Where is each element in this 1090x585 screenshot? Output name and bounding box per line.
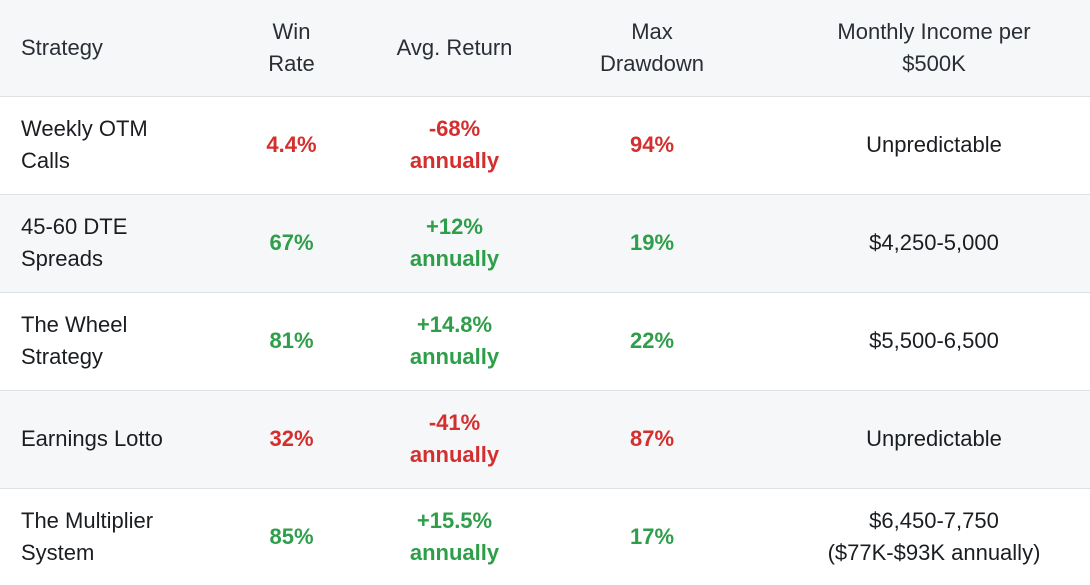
header-monthly-income: Monthly Income per $500K (778, 0, 1090, 97)
cell-monthly-income-line: $6,450-7,750 (869, 507, 999, 533)
table-row: Weekly OTM Calls 4.4% -68% annually 94% Unpred… (0, 96, 1090, 194)
cell-avg-return-line: +15.5% (416, 507, 493, 533)
cell-strategy-line: 45-60 DTE (21, 214, 128, 239)
cell-max-drawdown: 19% (629, 230, 675, 255)
cell-monthly-income-line: Unpredictable (866, 132, 1002, 157)
cell-strategy-line: System (21, 539, 95, 565)
cell-avg-return-line: annually (409, 442, 500, 467)
cell-avg-return: -41% annually (383, 390, 526, 488)
cell-avg-return-line: annually (409, 344, 500, 369)
cell-win-rate: 81% (269, 328, 314, 353)
cell-avg-return: +15.5% annually (383, 488, 526, 585)
header-max-drawdown-line: Max (631, 18, 673, 44)
cell-monthly-income-line: Unpredictable (866, 426, 1002, 451)
cell-monthly-income: $4,250-5,000 (778, 194, 1090, 292)
cell-avg-return-line: annually (409, 539, 500, 565)
header-max-drawdown-line: Drawdown (600, 50, 704, 76)
cell-avg-return-line: +12% (426, 214, 483, 239)
header-monthly-income-line: Monthly Income per (837, 18, 1031, 44)
header-win-rate: Win Rate (200, 0, 383, 97)
cell-avg-return: -68% annually (383, 96, 526, 194)
cell-strategy: The Multiplier System (0, 488, 200, 585)
cell-win-rate: 32% (269, 426, 314, 451)
cell-avg-return-line: +14.8% (416, 312, 493, 337)
cell-avg-return: +12% annually (383, 194, 526, 292)
cell-strategy-line: Weekly OTM (21, 116, 148, 141)
cell-strategy: 45-60 DTE Spreads (0, 194, 200, 292)
table-row: Earnings Lotto 32% -41% annually 87% Unpredic… (0, 390, 1090, 488)
cell-win-rate: 85% (269, 523, 314, 549)
cell-monthly-income: $6,450-7,750 ($77K-$93K annually) (778, 488, 1090, 585)
cell-win-rate: 4.4% (266, 132, 317, 157)
table-row: 45-60 DTE Spreads 67% +12% annually 19% $4,250… (0, 194, 1090, 292)
header-win-rate-line: Rate (268, 50, 315, 76)
cell-avg-return-line: -68% (428, 116, 481, 141)
cell-strategy: Earnings Lotto (0, 390, 200, 488)
cell-monthly-income: Unpredictable (778, 390, 1090, 488)
header-avg-return: Avg. Return (383, 0, 526, 97)
cell-monthly-income-line: ($77K-$93K annually) (827, 539, 1041, 565)
header-strategy: Strategy (0, 0, 200, 97)
cell-strategy: The Wheel Strategy (0, 292, 200, 390)
cell-strategy-line: Calls (21, 148, 70, 173)
header-row: Strategy Win Rate Avg. Return Max Drawdo… (0, 0, 1090, 97)
cell-monthly-income: Unpredictable (778, 96, 1090, 194)
cell-avg-return-line: annually (409, 148, 500, 173)
cell-max-drawdown: 17% (629, 523, 675, 549)
cell-avg-return: +14.8% annually (383, 292, 526, 390)
table-body: Weekly OTM Calls 4.4% -68% annually 94% Unpred… (0, 96, 1090, 585)
header-win-rate-line: Win (272, 18, 311, 44)
table-row: The Multiplier System 85% +15.5% annually 17%… (0, 488, 1090, 585)
cell-max-drawdown: 22% (629, 328, 675, 353)
cell-max-drawdown: 87% (629, 426, 675, 451)
table-row: The Wheel Strategy 81% +14.8% annually 22% $5,… (0, 292, 1090, 390)
cell-strategy-line: The Wheel (21, 312, 128, 337)
cell-win-rate: 67% (269, 230, 314, 255)
cell-strategy-line: Spreads (21, 246, 103, 271)
cell-strategy-line: Earnings Lotto (21, 426, 163, 451)
cell-strategy-line: Strategy (21, 344, 103, 369)
cell-monthly-income-line: $4,250-5,000 (869, 230, 999, 255)
cell-avg-return-line: annually (409, 246, 500, 271)
cell-monthly-income-line: $5,500-6,500 (869, 328, 999, 353)
table-header: Strategy Win Rate Avg. Return Max Drawdo… (0, 0, 1090, 97)
cell-monthly-income: $5,500-6,500 (778, 292, 1090, 390)
header-max-drawdown: Max Drawdown (526, 0, 778, 97)
cell-max-drawdown: 94% (629, 132, 675, 157)
cell-strategy: Weekly OTM Calls (0, 96, 200, 194)
cell-avg-return-line: -41% (428, 410, 481, 435)
header-monthly-income-line: $500K (902, 50, 966, 76)
cell-strategy-line: The Multiplier (21, 507, 154, 533)
